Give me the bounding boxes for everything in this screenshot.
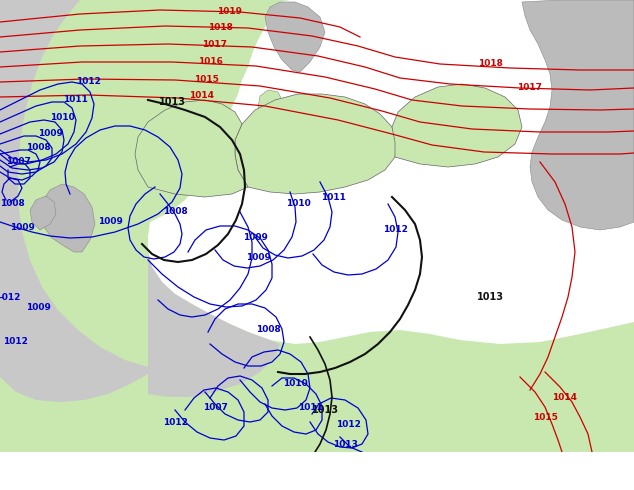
Text: Surface pressure [hPa] GFS: Surface pressure [hPa] GFS [4, 462, 190, 474]
Text: 1013: 1013 [311, 405, 339, 415]
Text: 1011: 1011 [63, 96, 87, 104]
Polygon shape [258, 90, 282, 122]
Text: 1011: 1011 [297, 402, 323, 412]
Text: 1008: 1008 [163, 207, 188, 217]
Text: 1019: 1019 [217, 7, 242, 17]
Text: 1007: 1007 [202, 402, 228, 412]
Text: 1014: 1014 [552, 392, 578, 401]
Polygon shape [0, 0, 148, 452]
Text: 1011: 1011 [321, 193, 346, 201]
Text: 1009: 1009 [37, 129, 62, 139]
Text: 1010: 1010 [49, 114, 74, 122]
Text: 1013: 1013 [333, 440, 358, 448]
Text: 1008: 1008 [0, 199, 24, 209]
Text: ©weatheronline.co.uk: ©weatheronline.co.uk [505, 475, 630, 485]
Text: 1012: 1012 [335, 419, 361, 428]
Text: 1013: 1013 [477, 292, 503, 302]
Text: -012: -012 [0, 293, 21, 301]
Text: 1012: 1012 [162, 417, 188, 426]
Text: 1008: 1008 [256, 325, 280, 335]
Text: 1009: 1009 [10, 222, 34, 231]
Text: 1018: 1018 [477, 59, 502, 69]
Text: 1012: 1012 [382, 225, 408, 235]
Text: 1012: 1012 [3, 338, 27, 346]
Polygon shape [392, 84, 522, 167]
Polygon shape [148, 252, 280, 397]
Polygon shape [40, 184, 95, 252]
Text: 1010: 1010 [283, 379, 307, 389]
Text: 1010: 1010 [286, 199, 311, 209]
Text: 1007: 1007 [6, 157, 30, 167]
Text: 1015: 1015 [533, 413, 557, 421]
Text: 1017: 1017 [202, 41, 228, 49]
Text: 1009: 1009 [25, 302, 51, 312]
Text: 1009: 1009 [243, 232, 268, 242]
Polygon shape [0, 0, 634, 452]
Text: 1018: 1018 [207, 24, 233, 32]
Text: 1012: 1012 [75, 77, 100, 87]
Text: 1014: 1014 [190, 91, 214, 99]
Text: 1009: 1009 [245, 252, 271, 262]
Polygon shape [235, 94, 398, 194]
Polygon shape [135, 100, 248, 197]
Text: We 02-10-2024 00:00 UTC (00+120): We 02-10-2024 00:00 UTC (00+120) [402, 458, 630, 470]
Text: 1017: 1017 [517, 82, 543, 92]
Polygon shape [265, 2, 325, 72]
Text: 1009: 1009 [98, 218, 122, 226]
Text: 1013: 1013 [158, 97, 186, 107]
Polygon shape [522, 0, 634, 230]
Text: 1008: 1008 [25, 144, 50, 152]
Polygon shape [30, 196, 56, 230]
Text: 1016: 1016 [198, 57, 223, 67]
Text: 1015: 1015 [193, 74, 219, 83]
